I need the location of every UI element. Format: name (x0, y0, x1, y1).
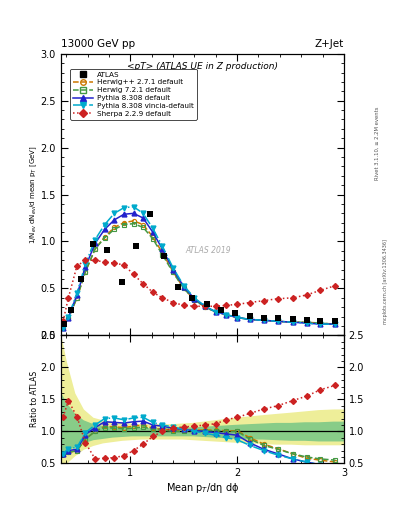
Text: 13000 GeV pp: 13000 GeV pp (61, 38, 135, 49)
Legend: ATLAS, Herwig++ 2.7.1 default, Herwig 7.2.1 default, Pythia 8.308 default, Pythi: ATLAS, Herwig++ 2.7.1 default, Herwig 7.… (70, 69, 196, 120)
Point (67, 306, 73, 314)
Point (162, 251, 168, 260)
Text: Z+Jet: Z+Jet (315, 38, 344, 49)
Text: <pT> (ATLAS UE in Z production): <pT> (ATLAS UE in Z production) (127, 62, 278, 71)
Y-axis label: 1/N$_{ev}$ dN$_{ev}$/d mean p$_T$ [GeV]: 1/N$_{ev}$ dN$_{ev}$/d mean p$_T$ [GeV] (29, 145, 39, 244)
Point (275, 314, 281, 323)
Text: mcplots.cern.ch [arXiv:1306.3436]: mcplots.cern.ch [arXiv:1306.3436] (383, 239, 387, 324)
Point (61, 320, 67, 328)
Point (317, 317, 323, 326)
Point (232, 309, 238, 317)
Point (175, 283, 182, 291)
Point (104, 246, 110, 254)
Point (290, 315, 296, 324)
Text: ATLAS 2019: ATLAS 2019 (185, 246, 231, 255)
X-axis label: Mean p$_{T}$/dη dϕ: Mean p$_{T}$/dη dϕ (166, 481, 239, 495)
Point (90, 240, 96, 248)
Y-axis label: Ratio to ATLAS: Ratio to ATLAS (30, 371, 39, 428)
Point (147, 210, 153, 218)
Point (218, 306, 224, 314)
Point (204, 300, 210, 308)
Point (332, 317, 338, 326)
Point (189, 294, 195, 302)
Point (303, 316, 310, 325)
Text: Rivet 3.1.10, ≥ 2.2M events: Rivet 3.1.10, ≥ 2.2M events (375, 106, 380, 180)
Point (78, 275, 84, 283)
Point (119, 278, 125, 286)
Point (132, 242, 139, 250)
Point (247, 311, 253, 319)
Point (261, 313, 267, 322)
